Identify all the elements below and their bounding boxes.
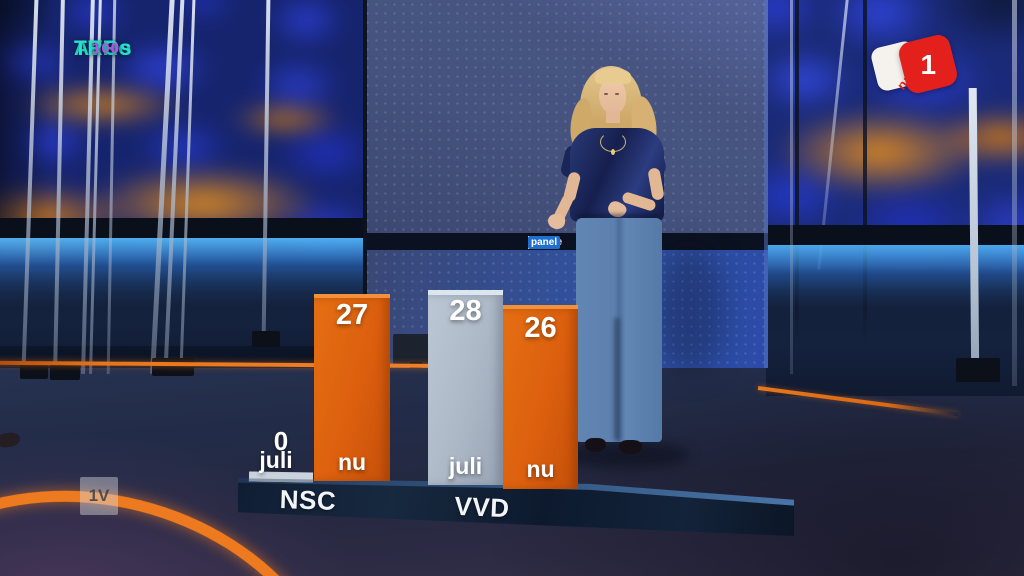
series-label-juli: juli — [259, 447, 293, 473]
category-label-vvd: VVD — [453, 490, 511, 524]
bar-nsc-nu — [314, 294, 390, 481]
presenter-leg-crease — [614, 318, 620, 440]
presenter-trousers — [576, 218, 662, 442]
studio-rod — [1012, 0, 1017, 386]
presenter-hand — [548, 214, 565, 229]
glass-panel-edge — [795, 0, 799, 384]
rod-base — [956, 358, 1000, 382]
presenter-pendant — [611, 149, 615, 155]
npo1-channel-number: 1 — [920, 48, 937, 80]
series-label-juli: juli — [448, 453, 483, 479]
screen-frame-edge — [363, 0, 367, 368]
presenter-eye — [615, 93, 619, 95]
category-label-nsc: NSC — [279, 484, 337, 516]
value-label-nsc-juli: 0 — [273, 426, 289, 456]
eenvandaag-program-badge: 1V — [80, 477, 118, 515]
avrotros-line2: TROs — [74, 37, 133, 60]
presenter-top-hem — [578, 214, 658, 220]
glass-panel-edge — [863, 0, 867, 384]
presenter-fringe — [595, 68, 631, 84]
rod-base — [20, 362, 48, 379]
video-wall-right — [766, 0, 1024, 396]
npo1-channel-square: 1 — [896, 32, 960, 96]
value-label-vvd-juli: 28 — [449, 295, 482, 327]
bar-vvd-nu — [503, 305, 578, 489]
rod-base — [152, 358, 194, 376]
value-label-nsc-nu: 27 — [335, 299, 369, 331]
presenter-eye — [604, 93, 608, 95]
series-label-nu: nu — [526, 456, 555, 482]
studio-rod — [790, 0, 793, 374]
avrotros-100: 100 — [92, 40, 121, 57]
wall-dark-band — [766, 225, 1024, 245]
presenter-shoe — [619, 440, 642, 454]
eenvandaag-badge-text: 1V — [88, 486, 110, 505]
series-label-nu: nu — [337, 449, 367, 475]
rod-base — [252, 331, 280, 347]
bar-vvd-juli — [428, 290, 503, 485]
screen-watermark-band: 1V Opinie panel — [363, 233, 768, 250]
presenter-wall-shadow — [655, 245, 725, 375]
screen-frame-edge — [764, 0, 768, 368]
presenter-face — [599, 78, 626, 114]
rod-base — [50, 364, 80, 380]
npo1-logo: npo 1 — [868, 30, 964, 100]
value-label-vvd-nu: 26 — [524, 312, 557, 344]
presenter-shoe — [585, 438, 606, 452]
avrotros-line1: AVRo — [74, 37, 132, 60]
watermark-panel-chip: panel — [528, 235, 561, 249]
wall-dark-band — [0, 218, 364, 238]
